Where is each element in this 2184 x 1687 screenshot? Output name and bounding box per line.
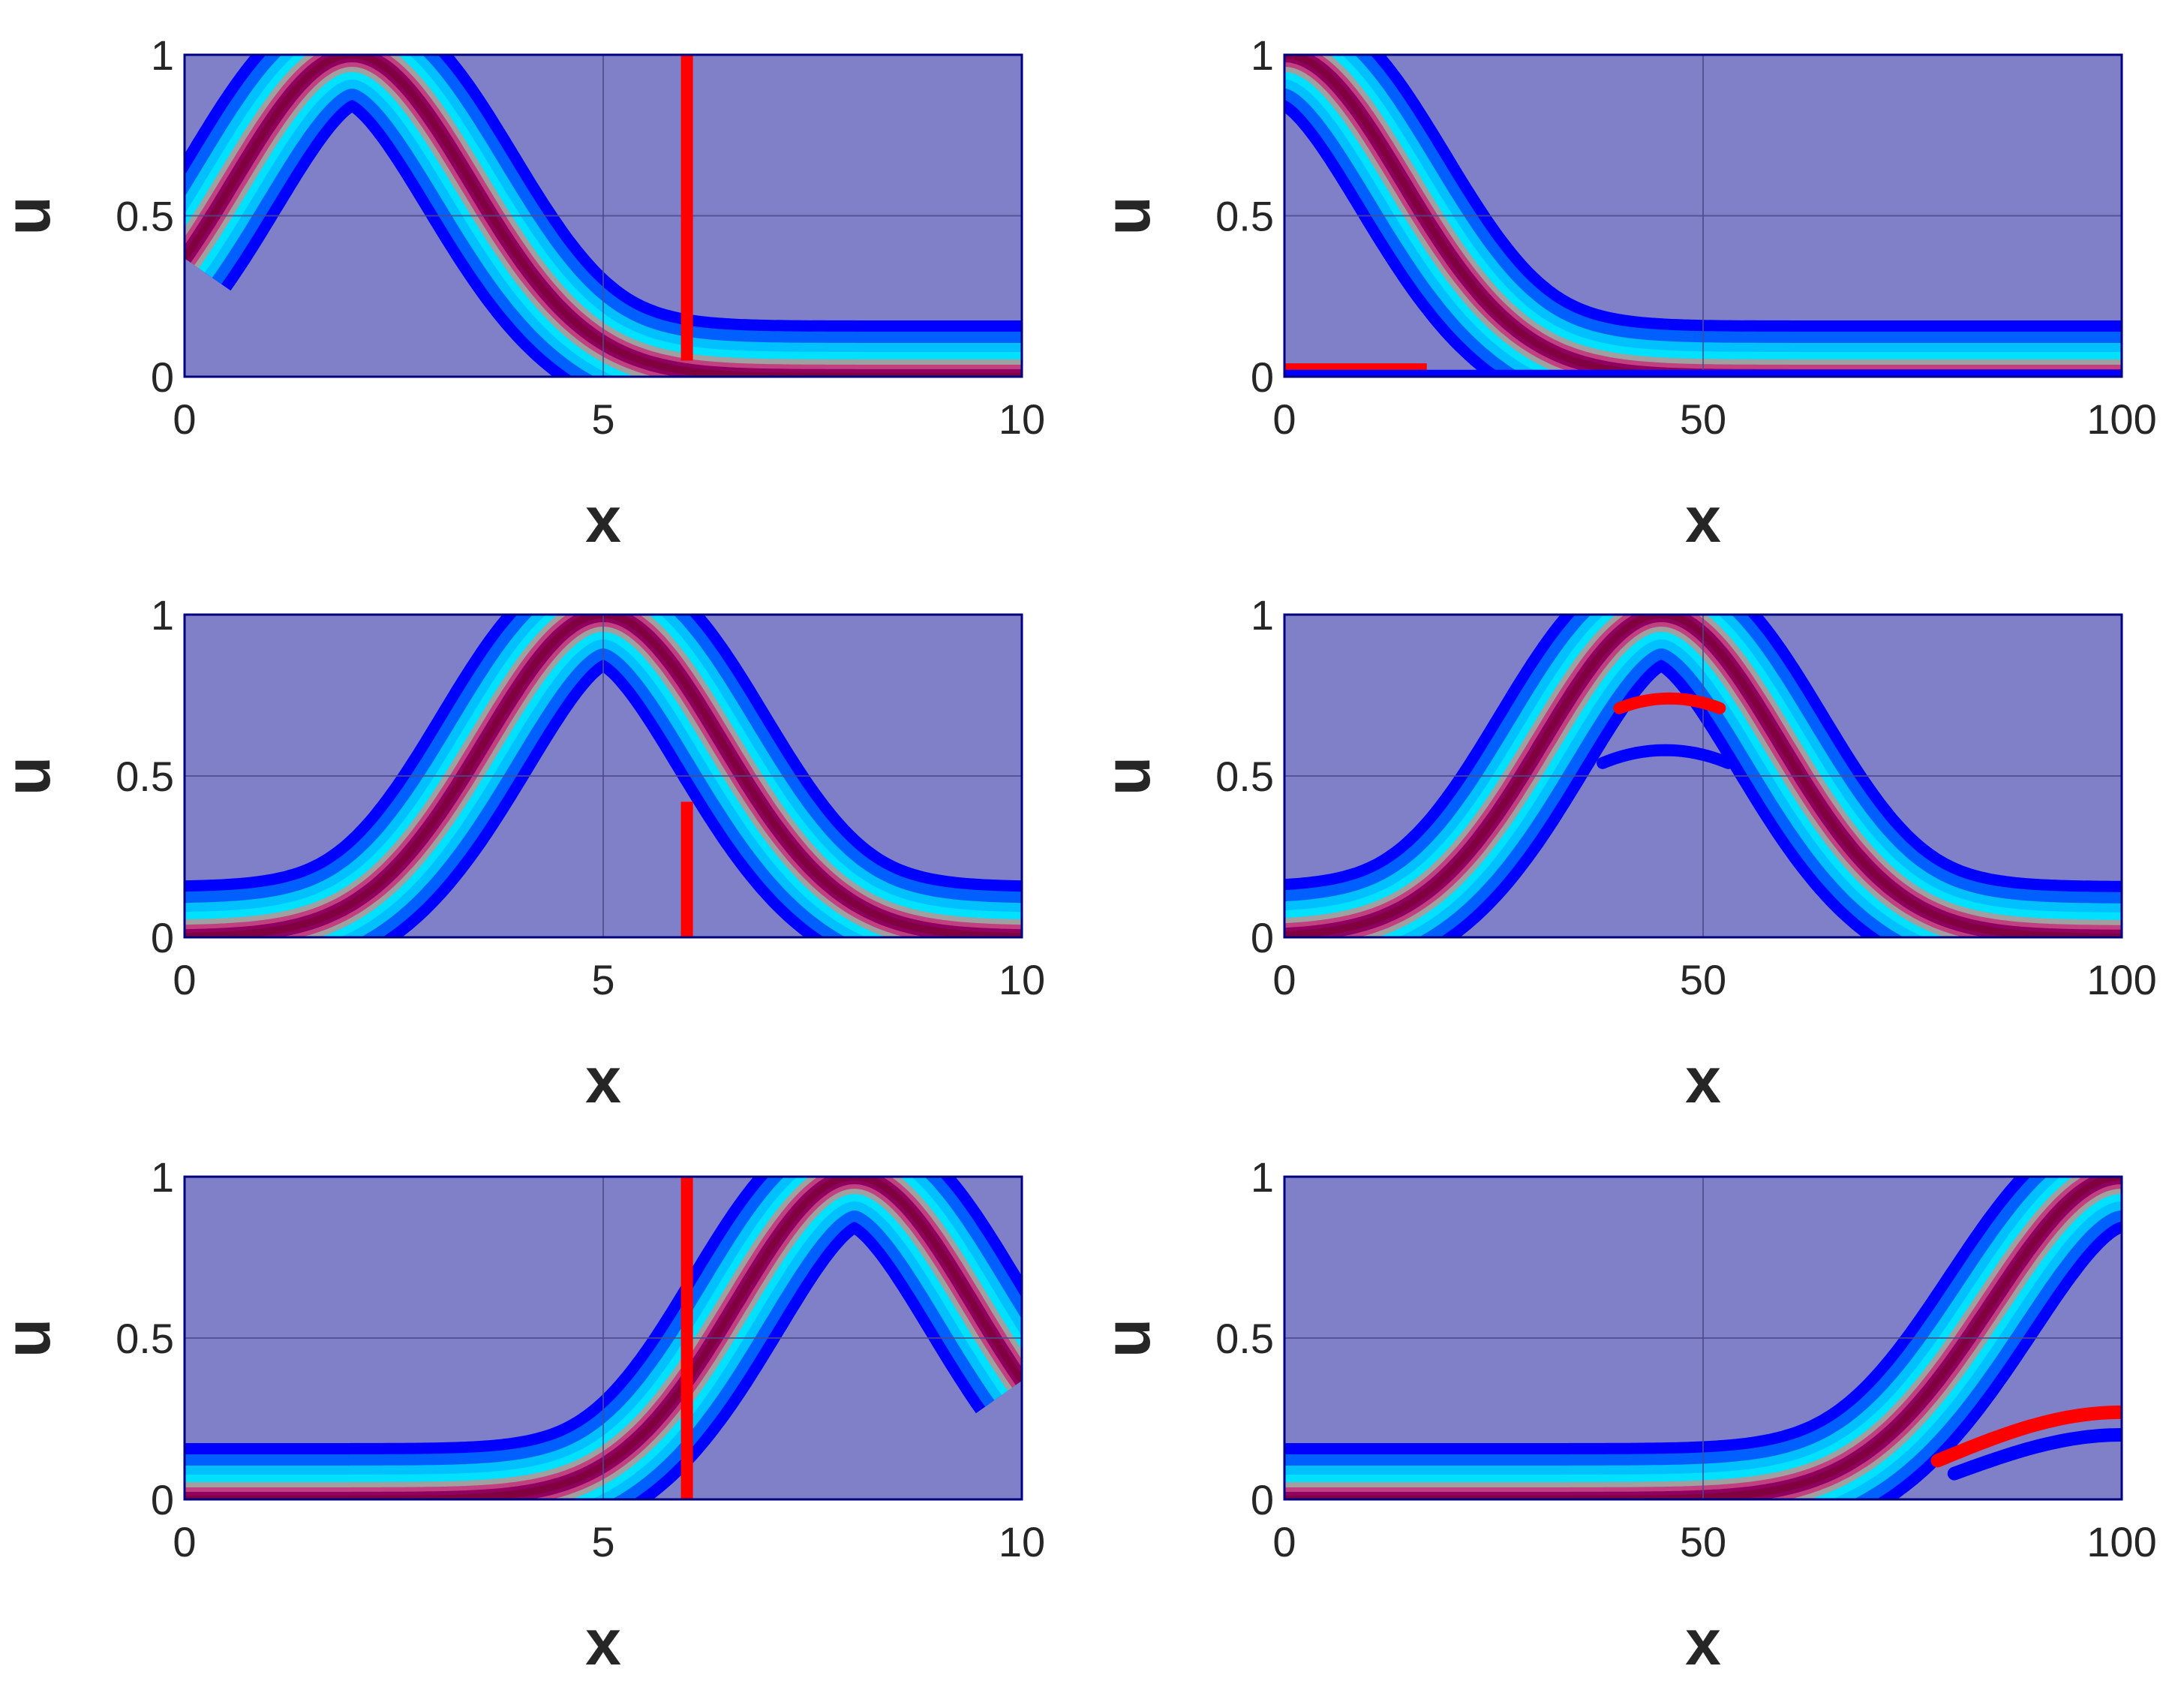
y-tick-label: 0.5 (116, 193, 174, 240)
y-axis-label: u (1092, 1319, 1164, 1358)
y-tick-label: 1 (151, 591, 174, 639)
x-tick-label: 50 (1680, 1518, 1726, 1565)
chart-panel-6: 0 50 100 0 0.5 1 x u (1092, 1153, 2157, 1679)
axes-frame (183, 613, 1023, 939)
y-tick-label: 0 (1251, 353, 1274, 401)
axes-frame (1283, 53, 2123, 378)
y-tick-label: 1 (1251, 1153, 1274, 1201)
x-tick-label: 100 (2086, 395, 2156, 443)
grid (185, 1177, 1022, 1499)
y-axis-label: u (0, 196, 64, 236)
overlay-rise-curve (1947, 1428, 2122, 1481)
x-tick-label: 50 (1680, 395, 1726, 443)
y-tick-label: 1 (1251, 591, 1274, 639)
overlay-rise-curve (1930, 1405, 2122, 1468)
axes-frame (1283, 1175, 2123, 1501)
x-tick-label: 5 (591, 395, 614, 443)
x-axis-label: x (1685, 1045, 1721, 1117)
y-tick-label: 0 (151, 353, 174, 401)
grid (1284, 1177, 2122, 1499)
overlay-arc (1597, 744, 1735, 769)
x-tick-label: 0 (1272, 395, 1296, 443)
x-axis-label: x (585, 484, 621, 556)
grid (1284, 615, 2122, 937)
x-axis-label: x (585, 1607, 621, 1679)
band-layer-8 (185, 615, 1022, 937)
y-tick-label: 0.5 (1215, 1315, 1274, 1362)
grid (185, 55, 1022, 377)
y-tick-label: 1 (151, 1153, 174, 1201)
y-tick-label: 0 (1251, 914, 1274, 961)
x-axis-label: x (585, 1045, 621, 1117)
y-tick-label: 0.5 (1215, 753, 1274, 800)
y-tick-label: 1 (1251, 32, 1274, 79)
y-axis-label: u (1092, 196, 1164, 236)
chart-panel-1: 0 5 10 0 0.5 1 x u (0, 32, 1045, 556)
overlay-arc (1613, 692, 1726, 714)
y-tick-label: 0.5 (116, 753, 174, 800)
axes-frame (1283, 613, 2123, 939)
y-axis-label: u (0, 1319, 64, 1358)
chart-panel-2: 0 50 100 0 0.5 1 x u (1092, 32, 2157, 556)
chart-panel-5: 0 5 10 0 0.5 1 x u (0, 1153, 1045, 1679)
x-tick-label: 100 (2086, 1518, 2156, 1565)
axes-frame (183, 53, 1023, 378)
x-tick-label: 10 (999, 395, 1045, 443)
x-tick-label: 10 (999, 1518, 1045, 1565)
x-tick-label: 10 (999, 956, 1045, 1003)
x-tick-label: 0 (173, 395, 196, 443)
density-band (185, 615, 1022, 937)
y-tick-label: 1 (151, 32, 174, 79)
x-tick-label: 0 (1272, 1518, 1296, 1565)
x-axis-label: x (1685, 1607, 1721, 1679)
chart-panel-4: 0 50 100 0 0.5 1 x u (1092, 591, 2157, 1117)
y-axis-label: u (0, 756, 64, 796)
grid (1284, 55, 2122, 377)
y-axis-label: u (1092, 756, 1164, 796)
x-tick-label: 100 (2086, 956, 2156, 1003)
x-axis-label: x (1685, 484, 1721, 556)
axes-frame (183, 1175, 1023, 1501)
y-tick-label: 0 (151, 914, 174, 961)
grid (185, 615, 1022, 937)
x-tick-label: 5 (591, 1518, 614, 1565)
y-tick-label: 0 (1251, 1476, 1274, 1523)
x-tick-label: 5 (591, 956, 614, 1003)
y-tick-label: 0.5 (116, 1315, 174, 1362)
x-tick-label: 0 (1272, 956, 1296, 1003)
y-tick-label: 0 (151, 1476, 174, 1523)
x-tick-label: 0 (173, 956, 196, 1003)
x-tick-label: 0 (173, 1518, 196, 1565)
y-tick-label: 0.5 (1215, 193, 1274, 240)
x-tick-label: 50 (1680, 956, 1726, 1003)
chart-panel-3: 0 5 10 0 0.5 1 x u (0, 591, 1045, 1117)
